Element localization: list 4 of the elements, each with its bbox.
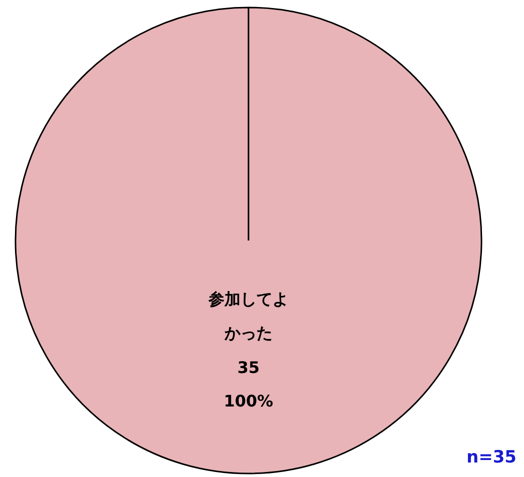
data-label: 35 (237, 358, 260, 377)
text: n=35 (466, 448, 517, 468)
slice-label: 参加してよかった (208, 289, 288, 342)
text: 100% (224, 391, 274, 410)
